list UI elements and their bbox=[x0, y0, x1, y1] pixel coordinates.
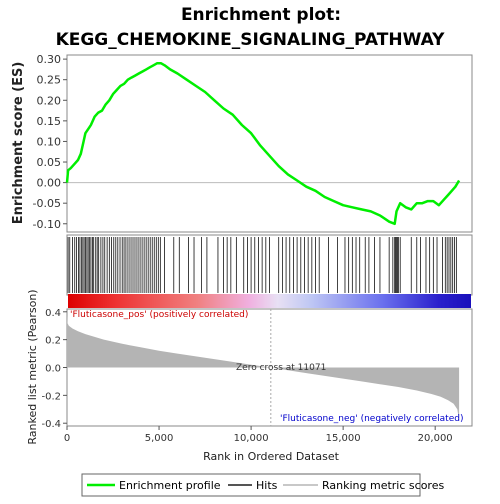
x-tick-label: 20,000 bbox=[418, 433, 453, 444]
metric-y-tick-label: -0.4 bbox=[41, 419, 61, 430]
x-axis-label: Rank in Ordered Dataset bbox=[203, 450, 340, 463]
hits-panel bbox=[66, 234, 473, 296]
metric-panel: -0.4 -0.2 0.0 0.2 0.4 0 5,000 10,000 15,000 20,0… bbox=[26, 289, 473, 463]
x-tick-label: 15,000 bbox=[326, 433, 361, 444]
metric-y-axis: -0.4 -0.2 0.0 0.2 0.4 bbox=[41, 308, 67, 430]
plot-title-line1: Enrichment plot: bbox=[181, 5, 341, 25]
metric-y-tick-label: -0.2 bbox=[41, 391, 61, 402]
es-y-tick-label: -0.10 bbox=[33, 218, 61, 231]
x-tick-label: 10,000 bbox=[234, 433, 269, 444]
x-tick-label: 0 bbox=[64, 433, 70, 444]
rank-color-bar bbox=[68, 294, 471, 308]
es-y-tick-label: -0.05 bbox=[33, 197, 61, 210]
legend-hits-label: Hits bbox=[256, 479, 278, 492]
metric-y-tick-label: 0.0 bbox=[45, 364, 61, 375]
hit-marks bbox=[67, 237, 457, 293]
positive-correlated-label: 'Fluticasone_pos' (positively correlated… bbox=[70, 310, 248, 320]
es-y-tick-label: 0.25 bbox=[37, 74, 62, 87]
plot-title-line2: KEGG_CHEMOKINE_SIGNALING_PATHWAY bbox=[56, 30, 446, 50]
es-y-tick-label: 0.20 bbox=[37, 94, 62, 107]
es-y-tick-label: 0.05 bbox=[37, 156, 62, 169]
es-panel: -0.10 -0.05 0.00 0.05 0.10 0.15 0.20 0.25 0.30 E… bbox=[11, 53, 473, 233]
metric-y-tick-label: 0.2 bbox=[45, 336, 61, 347]
legend-metric-label: Ranking metric scores bbox=[322, 479, 444, 492]
es-y-tick-label: 0.15 bbox=[37, 115, 62, 128]
es-y-tick-label: 0.00 bbox=[37, 177, 62, 190]
x-tick-label: 5,000 bbox=[145, 433, 174, 444]
zero-cross-label: Zero cross at 11071 bbox=[236, 363, 326, 373]
ranked-metric-area bbox=[67, 314, 460, 421]
es-y-axis-label: Enrichment score (ES) bbox=[11, 62, 26, 225]
legend-enrichment-label: Enrichment profile bbox=[119, 479, 221, 492]
es-y-tick-label: 0.10 bbox=[37, 135, 62, 148]
x-axis: 0 5,000 10,000 15,000 20,000 bbox=[64, 426, 453, 444]
metric-y-axis-label: Ranked list metric (Pearson) bbox=[26, 289, 39, 444]
enrichment-profile-line bbox=[65, 61, 461, 226]
negative-correlated-label: 'Fluticasone_neg' (negatively correlated… bbox=[280, 414, 463, 424]
legend: Enrichment profile Hits Ranking metric s… bbox=[81, 473, 444, 497]
es-plot-area bbox=[66, 54, 473, 233]
es-y-axis: -0.10 -0.05 0.00 0.05 0.10 0.15 0.20 0.25 0.30 bbox=[33, 53, 67, 231]
metric-y-tick-label: 0.4 bbox=[45, 308, 61, 319]
es-y-tick-label: 0.30 bbox=[37, 53, 62, 66]
